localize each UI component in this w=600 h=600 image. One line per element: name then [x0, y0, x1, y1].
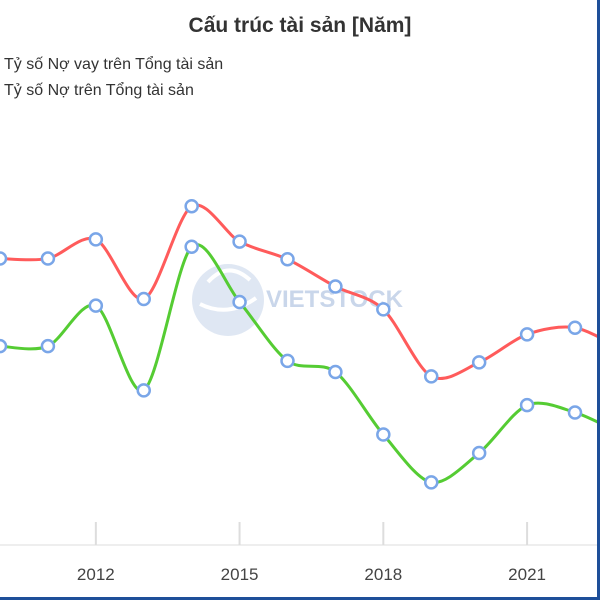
series-1-point[interactable]	[471, 445, 487, 461]
series-0-point[interactable]	[567, 320, 583, 336]
series-0-point[interactable]	[424, 369, 439, 384]
x-axis: 2012 2015 2018 2021	[0, 522, 600, 584]
x-tick-label: 2012	[77, 565, 115, 584]
series-0-point[interactable]	[88, 232, 104, 247]
series-group	[0, 199, 600, 490]
series-1-point[interactable]	[376, 427, 391, 442]
series-line-0	[0, 203, 600, 380]
series-0-point[interactable]	[184, 199, 199, 214]
series-1-point[interactable]	[424, 475, 439, 490]
series-1-point[interactable]	[567, 405, 583, 420]
series-1-point[interactable]	[136, 383, 151, 398]
watermark-globe-arc	[199, 296, 258, 312]
series-1-point[interactable]	[232, 294, 247, 310]
series-line-1	[0, 243, 600, 484]
series-0-point[interactable]	[328, 279, 343, 294]
series-0-point[interactable]	[0, 251, 8, 266]
watermark-globe-arc	[206, 268, 252, 284]
series-1-point[interactable]	[0, 338, 8, 354]
series-1-point[interactable]	[184, 239, 199, 255]
legend: Tỷ số Nợ vay trên Tổng tài sản Tỷ số Nợ …	[4, 52, 223, 104]
x-tick-label: 2015	[221, 565, 259, 584]
series-0-point[interactable]	[280, 252, 295, 267]
x-tick-label: 2018	[364, 565, 402, 584]
legend-item-debt[interactable]: Tỷ số Nợ trên Tổng tài sản	[4, 82, 194, 99]
series-0-point[interactable]	[136, 291, 151, 307]
series-0-point[interactable]	[519, 327, 535, 342]
series-1-point[interactable]	[40, 338, 56, 354]
series-0-point[interactable]	[376, 302, 391, 317]
series-0-point[interactable]	[471, 355, 487, 370]
series-0-point[interactable]	[40, 251, 56, 266]
series-1-point[interactable]	[519, 397, 535, 413]
series-1-point[interactable]	[88, 298, 104, 313]
series-1-point[interactable]	[328, 364, 343, 380]
x-tick-label: 2021	[508, 565, 546, 584]
series-1-point[interactable]	[280, 353, 295, 369]
legend-item-debt-loans[interactable]: Tỷ số Nợ vay trên Tổng tài sản	[4, 56, 224, 73]
chart-title: Cấu trúc tài sản [Năm]	[188, 14, 412, 37]
series-0-point[interactable]	[232, 234, 247, 249]
